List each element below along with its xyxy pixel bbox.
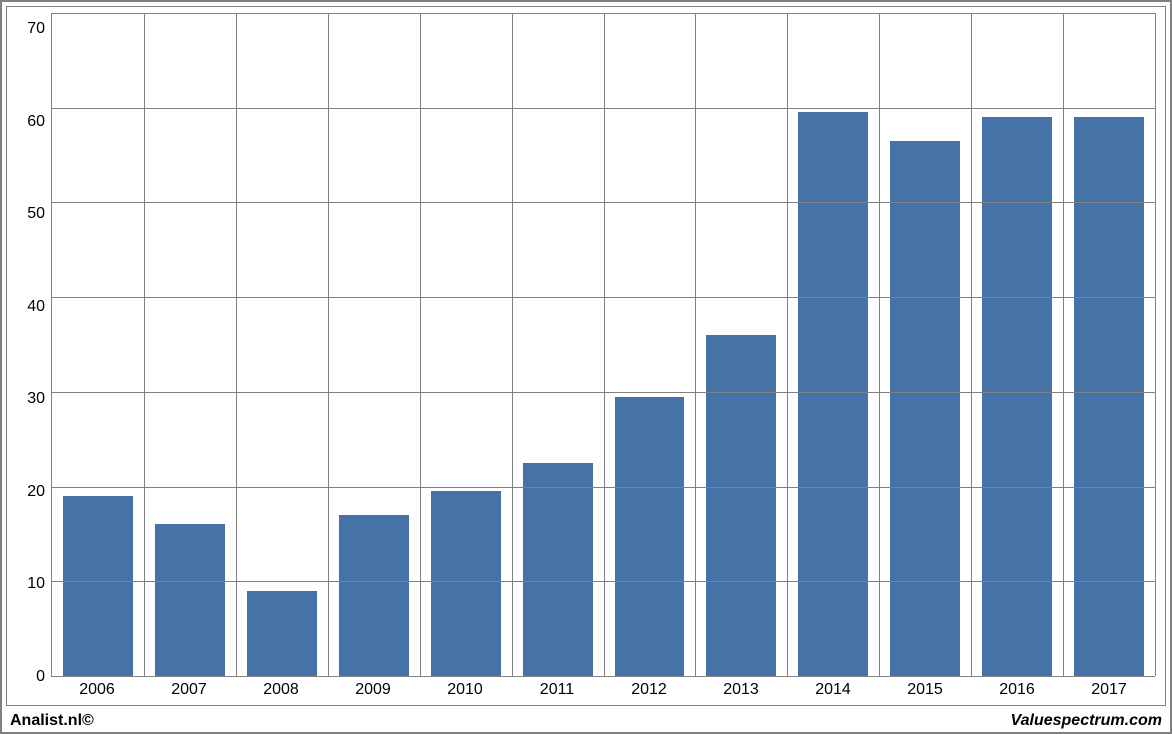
y-tick-label: 60 <box>11 114 45 130</box>
y-tick-label: 0 <box>11 669 45 685</box>
x-axis: 2006200720082009201020112012201320142015… <box>7 677 1165 705</box>
x-tick-label: 2014 <box>787 677 879 699</box>
bar <box>523 463 593 676</box>
x-tick-label: 2016 <box>971 677 1063 699</box>
bar <box>890 141 960 676</box>
y-tick-label: 30 <box>11 391 45 407</box>
bar-slot <box>420 13 512 676</box>
grid-line-vertical <box>971 13 972 676</box>
grid-line-vertical <box>144 13 145 676</box>
plot-area <box>51 13 1155 677</box>
grid-line-vertical <box>328 13 329 676</box>
chart-footer: Analist.nl© Valuespectrum.com <box>2 710 1170 732</box>
y-tick-label: 70 <box>11 21 45 37</box>
chart-wrapper: 010203040506070 <box>7 7 1165 677</box>
grid-line-vertical <box>420 13 421 676</box>
grid-line-vertical <box>695 13 696 676</box>
x-tick-label: 2011 <box>511 677 603 699</box>
x-tick-label: 2013 <box>695 677 787 699</box>
footer-right-credit: Valuespectrum.com <box>1011 712 1162 730</box>
grid-line-vertical <box>787 13 788 676</box>
x-tick-label: 2017 <box>1063 677 1155 699</box>
bar-slot <box>512 13 604 676</box>
x-tick-label: 2006 <box>51 677 143 699</box>
y-axis: 010203040506070 <box>11 13 51 677</box>
bar <box>431 491 501 676</box>
y-tick-label: 40 <box>11 299 45 315</box>
grid-line-vertical <box>1063 13 1064 676</box>
x-tick-label: 2010 <box>419 677 511 699</box>
bar <box>706 335 776 676</box>
bar-slot <box>52 13 144 676</box>
grid-line-vertical <box>236 13 237 676</box>
bar-slot <box>604 13 696 676</box>
bar-slot <box>236 13 328 676</box>
x-tick-label: 2012 <box>603 677 695 699</box>
y-tick-label: 10 <box>11 576 45 592</box>
footer-left-credit: Analist.nl© <box>10 712 94 730</box>
bar <box>615 397 685 676</box>
x-tick-label: 2007 <box>143 677 235 699</box>
bar <box>247 591 317 676</box>
bar-slot <box>879 13 971 676</box>
bar <box>63 496 133 676</box>
bar <box>155 524 225 676</box>
grid-line-vertical <box>512 13 513 676</box>
bar <box>1074 117 1144 676</box>
bar-slot <box>695 13 787 676</box>
chart-outer-frame: 0 10 20 30 40 50 60 70 200620072008200920102011… <box>0 0 1172 734</box>
x-tick-label: 2015 <box>879 677 971 699</box>
y-tick-label: 50 <box>11 206 45 222</box>
bar-slot <box>1063 13 1155 676</box>
grid-line-vertical <box>604 13 605 676</box>
bar-slot <box>787 13 879 676</box>
x-tick-label: 2009 <box>327 677 419 699</box>
bar-slot <box>328 13 420 676</box>
bar <box>339 515 409 676</box>
grid-line-vertical <box>1155 13 1156 676</box>
bar <box>982 117 1052 676</box>
grid-line-vertical <box>879 13 880 676</box>
chart-inner-frame: 0 10 20 30 40 50 60 70 200620072008200920102011… <box>6 6 1166 706</box>
x-tick-label: 2008 <box>235 677 327 699</box>
bar-slot <box>971 13 1063 676</box>
y-tick-label: 20 <box>11 484 45 500</box>
bar <box>798 112 868 676</box>
bar-slot <box>144 13 236 676</box>
